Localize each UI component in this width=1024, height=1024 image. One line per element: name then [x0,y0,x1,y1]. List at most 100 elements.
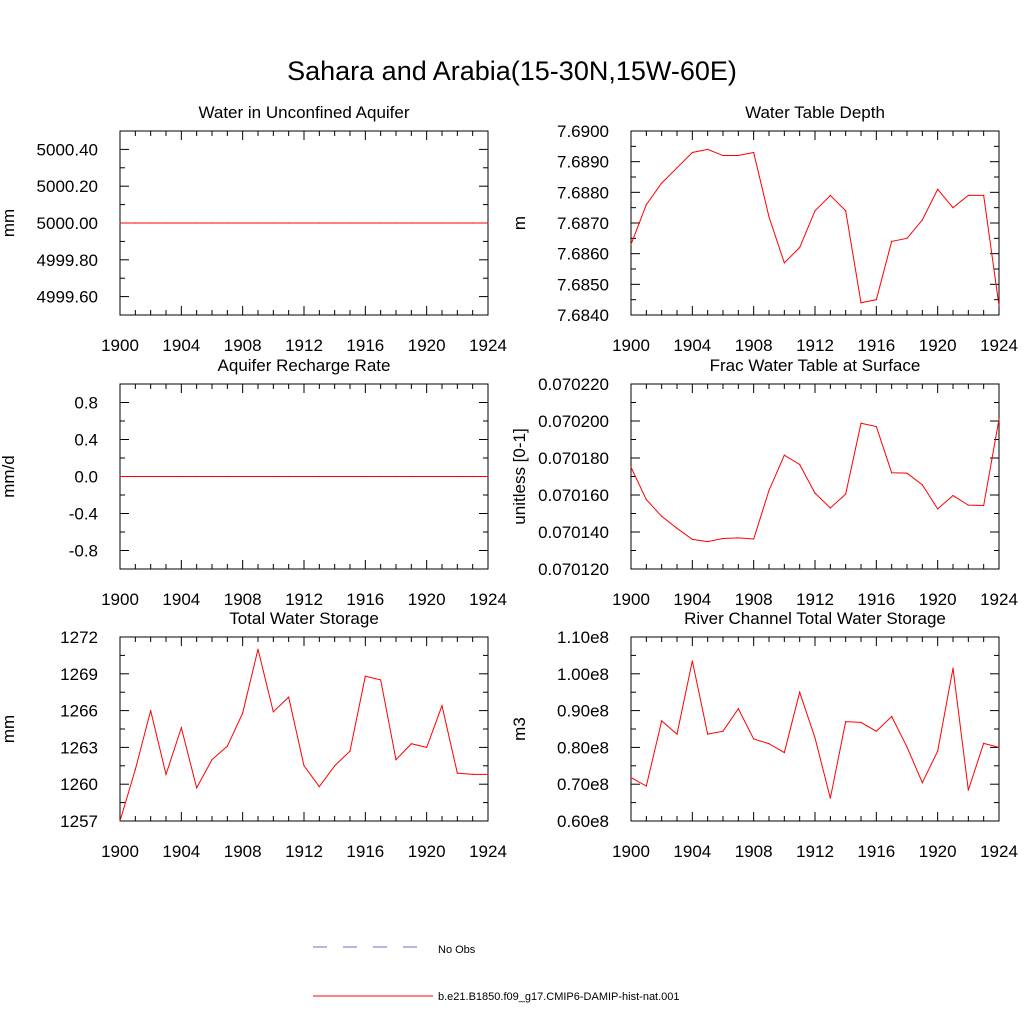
data-point [349,222,351,224]
data-point [456,475,458,478]
y-tick-label: 7.6860 [557,245,609,264]
data-point [380,679,382,681]
data-point [472,475,474,478]
y-tick-label: 7.6900 [557,122,609,141]
y-tick-label: 1.00e8 [557,665,609,684]
data-point [487,475,489,478]
data-point [722,154,724,157]
data-point [829,194,831,196]
x-tick-label: 1912 [285,842,323,861]
data-point [875,425,877,428]
x-tick-label: 1900 [612,842,650,861]
x-tick-label: 1912 [796,590,834,609]
data-point [783,262,785,264]
data-point [737,537,739,539]
x-tick-label: 1904 [162,590,200,609]
panel-4: Frac Water Table at Surface unitless [0-1… [510,356,1018,609]
x-tick-label: 1924 [469,590,507,609]
y-tick-label: 0.070220 [538,375,609,394]
data-point [753,151,755,154]
y-tick-label: 5000.00 [37,214,98,233]
data-point [349,475,351,478]
series-line [630,660,1000,799]
x-tick-label: 1916 [857,590,895,609]
legend: No Obs b.e21.B1850.f09_g17.CMIP6-DAMIP-hi… [313,944,680,1003]
data-point [226,222,228,224]
data-point [783,454,785,456]
x-tick-label: 1908 [735,842,773,861]
plot-frame [630,636,1000,822]
data-point [875,299,877,301]
data-point [472,222,474,224]
data-point [334,475,336,478]
legend-label-model: b.e21.B1850.f09_g17.CMIP6-DAMIP-hist-nat… [438,991,680,1003]
data-point [441,705,443,707]
data-point [226,745,228,747]
data-point [691,660,693,662]
plot-frame [630,383,1000,570]
data-point [860,422,862,424]
x-tick-label: 1900 [612,336,650,355]
data-point [410,222,412,224]
x-tick-label: 1904 [162,336,200,355]
x-tick-label: 1912 [796,842,834,861]
x-tick-label: 1912 [285,590,323,609]
data-point [630,776,632,779]
x-tick-label: 1916 [857,336,895,355]
y-axis-label: m3 [510,717,529,741]
x-tick-label: 1916 [346,336,384,355]
data-point [119,475,121,478]
data-point [845,493,847,495]
data-point [196,475,198,478]
data-point [645,785,647,787]
data-point [441,222,443,224]
y-tick-label: 0.070140 [538,523,609,542]
data-point [845,210,847,212]
data-point [645,499,647,501]
data-point [937,188,939,190]
data-point [722,730,724,732]
data-point [937,750,939,752]
data-point [783,751,785,754]
y-tick-label: 7.6890 [557,153,609,172]
data-point [472,773,474,775]
data-point [967,789,969,791]
y-tick-label: 4999.80 [37,251,98,270]
data-point [180,727,182,729]
data-point [799,246,801,249]
y-tick-label: 1257 [60,812,98,831]
data-point [983,742,985,744]
x-tick-label: 1916 [346,590,384,609]
data-point [768,489,770,491]
y-tick-label: 0.070200 [538,412,609,431]
y-tick-label: -0.4 [69,505,98,524]
data-point [349,750,351,752]
data-point [134,768,136,771]
data-point [272,222,274,224]
data-point [845,721,847,723]
data-point [707,148,709,150]
panel-title: Frac Water Table at Surface [710,356,921,375]
x-tick-label: 1924 [980,842,1018,861]
panel-title: Water Table Depth [745,103,885,122]
data-point [921,782,923,784]
panel-5: Total Water Storage mm 1900 1904 1908 1912 191… [0,609,507,861]
x-tick-label: 1912 [796,336,834,355]
data-point [998,746,1000,749]
data-point [906,746,908,748]
data-point [921,219,923,221]
y-tick-label: 0.0 [74,468,98,487]
data-point [814,737,816,739]
data-point [661,515,663,517]
data-point [768,743,770,745]
y-tick-label: 1.10e8 [557,628,609,647]
y-tick-label: 0.070160 [538,486,609,505]
y-tick-label: 0.4 [74,431,98,450]
data-point [196,222,198,224]
data-point [967,504,969,506]
data-point [165,475,167,478]
data-point [257,475,259,478]
x-tick-label: 1900 [101,590,139,609]
data-point [768,216,770,218]
data-point [952,494,954,497]
